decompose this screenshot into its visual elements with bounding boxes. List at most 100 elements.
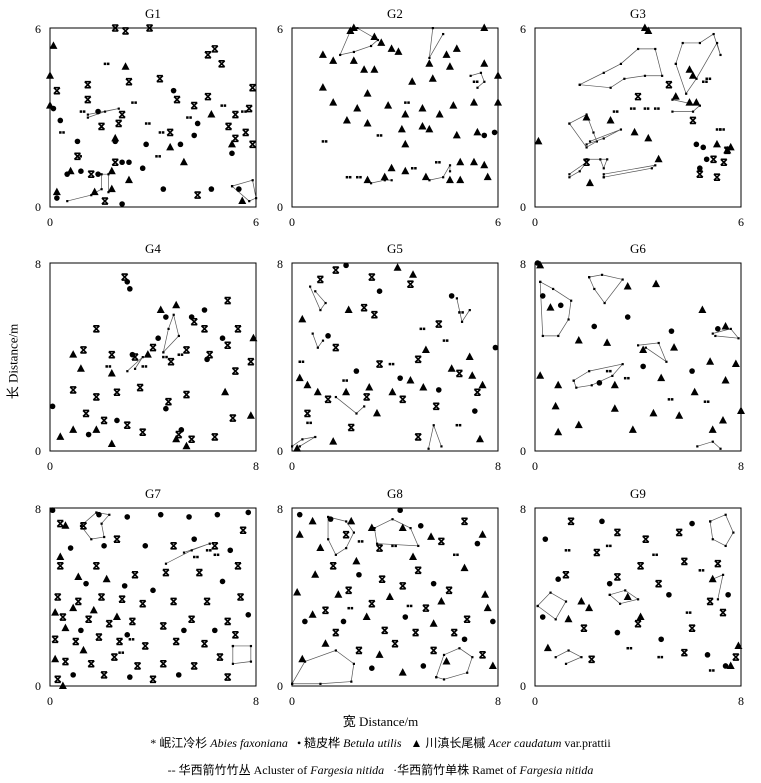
bamboo-ramet-point	[578, 83, 581, 86]
bamboo-ramet-point	[564, 549, 568, 552]
acer-point	[478, 380, 487, 389]
acer-point	[56, 552, 65, 560]
bamboo-ramet-point	[706, 400, 710, 403]
bamboo-ramet-point	[654, 164, 657, 167]
betula-point	[214, 511, 221, 518]
bamboo-ramet-point	[719, 128, 722, 131]
acer-point	[401, 110, 410, 118]
bamboo-cluster-outline	[672, 99, 701, 112]
bamboo-ramet-point	[685, 611, 689, 614]
abies-point	[164, 397, 173, 406]
abies-point	[156, 74, 164, 83]
betula-point	[78, 627, 84, 634]
bamboo-ramet-point	[705, 80, 708, 83]
bamboo-cluster-outline	[697, 441, 721, 449]
bamboo-ramet-point	[373, 527, 376, 530]
acer-point	[388, 387, 397, 396]
bamboo-ramet-point	[476, 86, 479, 89]
bamboo-cluster-outline	[609, 589, 639, 605]
bamboo-ramet-point	[394, 544, 397, 548]
bamboo-ramet-point	[715, 128, 719, 131]
bamboo-ramet-point	[180, 353, 184, 356]
bamboo-ramet-point	[352, 662, 355, 665]
abies-point	[368, 599, 376, 608]
abies-point	[249, 140, 257, 149]
betula-point	[640, 363, 646, 370]
betula-point	[325, 333, 331, 339]
bamboo-cluster-outline	[555, 650, 583, 665]
bamboo-cluster-outline	[470, 72, 485, 88]
x-tick-label: 0	[289, 459, 295, 473]
bamboo-ramet-point	[652, 553, 655, 557]
panel-title: G7	[145, 486, 161, 501]
acer-point	[475, 434, 484, 443]
betula-point	[539, 293, 546, 299]
acer-point	[58, 681, 67, 689]
bamboo-ramet-point	[133, 367, 137, 370]
bamboo-ramet-point	[432, 424, 435, 427]
betula-point	[555, 576, 561, 582]
bamboo-ramet-point	[196, 555, 199, 559]
acer-point	[51, 608, 60, 616]
bamboo-cluster-outline	[291, 650, 355, 685]
bamboo-ramet-point	[705, 77, 708, 81]
abies-point	[200, 639, 209, 648]
bamboo-ramet-point	[716, 598, 720, 601]
betula-point	[49, 403, 56, 410]
abies-point	[95, 633, 103, 641]
betula-point	[402, 614, 409, 620]
acer-point	[387, 44, 396, 52]
acer-point	[421, 345, 430, 353]
abies-point	[224, 296, 232, 305]
acer-point	[543, 643, 552, 652]
acer-point	[442, 657, 451, 665]
betula-point	[722, 663, 729, 669]
bamboo-ramet-point	[131, 638, 135, 641]
acer-point	[394, 47, 403, 55]
bamboo-ramet-point	[554, 618, 557, 621]
x-tick-label: 6	[495, 215, 501, 229]
abies-point	[709, 155, 718, 164]
bamboo-ramet-point	[458, 311, 461, 314]
bamboo-ramet-point	[311, 332, 314, 335]
x-tick-label: 8	[253, 694, 259, 708]
acer-point	[362, 612, 371, 621]
bamboo-ramet-point	[321, 140, 325, 143]
abies-point	[54, 675, 62, 684]
betula-point	[492, 344, 499, 351]
abies-point	[562, 570, 570, 579]
bamboo-cluster-outline	[588, 274, 624, 304]
acer-point	[221, 387, 230, 396]
abies-point	[370, 310, 378, 319]
bamboo-cluster-outline	[539, 281, 572, 337]
bamboo-ramet-point	[588, 370, 591, 373]
bamboo-ramet-point	[691, 110, 695, 113]
bamboo-ramet-point	[627, 376, 630, 380]
betula-point	[490, 618, 496, 625]
bamboo-ramet-point	[391, 518, 394, 521]
betula-point	[155, 335, 161, 342]
bamboo-ramet-point	[667, 398, 671, 401]
betula-point	[376, 288, 383, 295]
abies-point	[360, 303, 368, 312]
betula-point	[461, 636, 468, 643]
bamboo-ramet-point	[702, 80, 705, 83]
bamboo-cluster-outline	[231, 179, 257, 202]
bamboo-ramet-point	[334, 649, 337, 652]
abies-point	[54, 593, 62, 601]
acer-point	[349, 56, 358, 64]
betula-point	[83, 580, 89, 587]
abies-point	[582, 158, 591, 167]
y-tick-label: 8	[520, 257, 526, 271]
bamboo-ramet-point	[695, 77, 698, 80]
y-tick-label: 0	[277, 679, 283, 693]
y-axis-label: 长 Distance/m	[5, 323, 21, 400]
bamboo-ramet-point	[712, 32, 715, 36]
bamboo-ramet-point	[681, 41, 684, 45]
bamboo-cluster-outline	[586, 129, 621, 145]
panel-g6: G6 0 8 0 8	[520, 241, 745, 473]
betula-point	[143, 141, 149, 148]
bamboo-ramet-point	[602, 176, 605, 179]
abies-point	[719, 608, 727, 617]
bamboo-cluster-outline	[428, 27, 444, 59]
